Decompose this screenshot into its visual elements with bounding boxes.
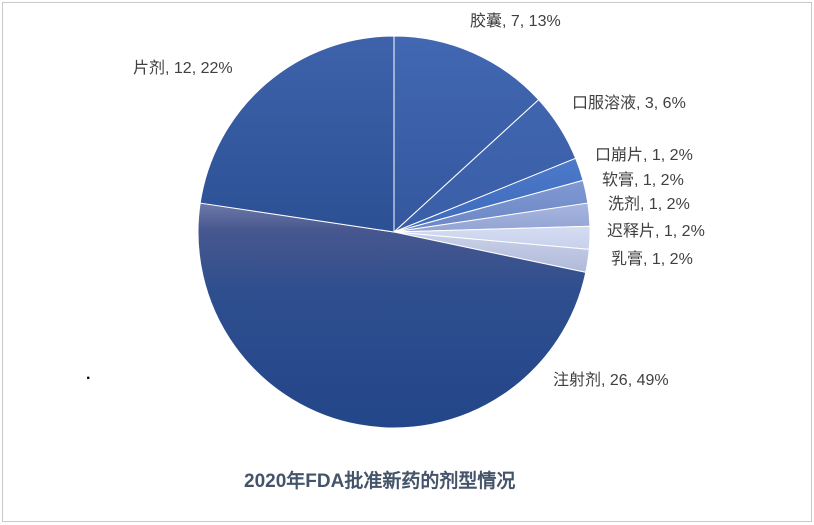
pie-slice-tablet[interactable] <box>199 35 395 233</box>
slice-label-oral-solution: 口服溶液, 3, 6% <box>572 95 686 112</box>
slice-label-tablet: 片剂, 12, 22% <box>133 60 233 77</box>
slice-label-orally-disintegrating-tablet: 口崩片, 1, 2% <box>595 147 693 164</box>
stray-period: . <box>86 366 91 383</box>
chart-title: 2020年FDA批准新药的剂型情况 <box>244 471 516 492</box>
pie-slice-capsule[interactable] <box>393 35 540 233</box>
slice-label-lotion: 洗剂, 1, 2% <box>608 196 690 213</box>
pie-slice-injection[interactable] <box>197 202 587 429</box>
slice-label-capsule: 胶囊, 7, 13% <box>470 13 561 30</box>
slice-label-ointment: 软膏, 1, 2% <box>602 172 684 189</box>
slice-label-delayed-release-tablet: 迟释片, 1, 2% <box>607 223 705 240</box>
slice-label-injection: 注射剂, 26, 49% <box>553 372 669 389</box>
slice-label-cream: 乳膏, 1, 2% <box>611 251 693 268</box>
